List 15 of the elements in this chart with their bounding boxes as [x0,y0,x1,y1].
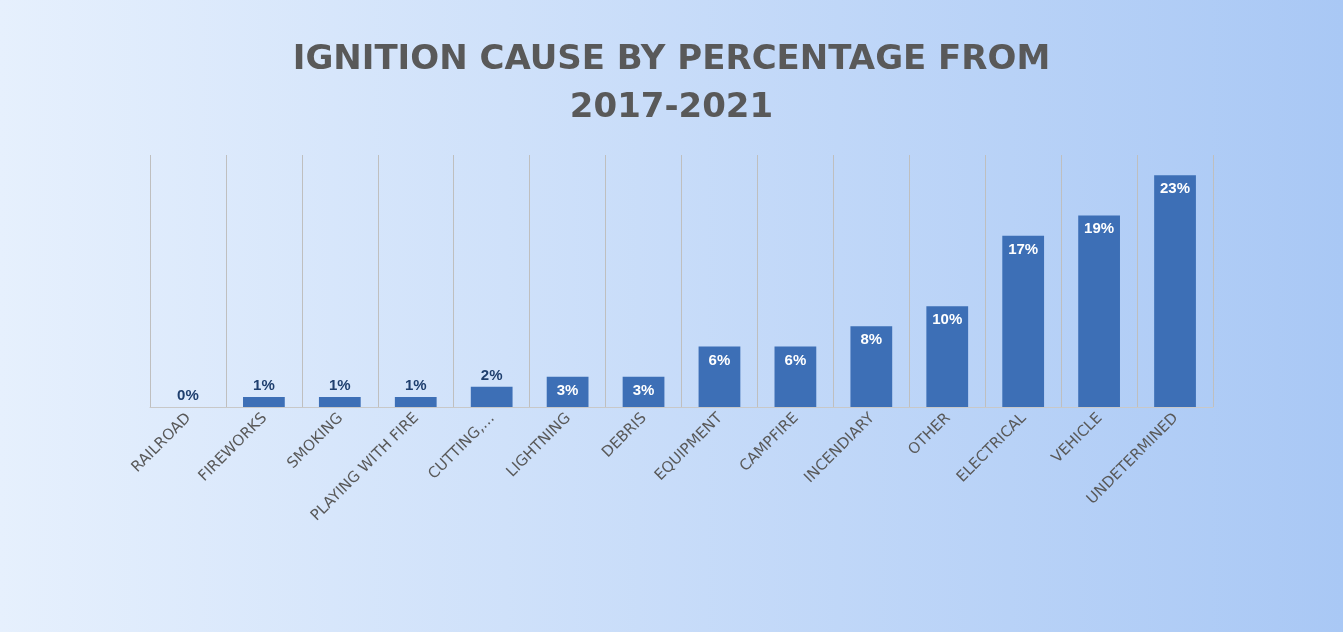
data-label: 1% [328,375,351,393]
data-label: 8% [860,330,883,348]
data-label: 1% [404,375,427,393]
data-label: 10% [932,310,963,328]
data-label: 6% [784,350,807,368]
data-label: 1% [253,375,275,393]
data-label: 6% [708,350,731,368]
data-label: 17% [1008,239,1039,257]
data-label: 3% [556,380,579,398]
data-label: 3% [632,380,655,398]
data-label: 2% [480,365,503,383]
data-label: 23% [1160,179,1191,197]
chart-title: IGNITION CAUSE BY PERCENTAGE FROM 2017-2021 [292,37,1051,125]
data-label: 0% [177,386,199,403]
data-label: 19% [1084,219,1115,237]
